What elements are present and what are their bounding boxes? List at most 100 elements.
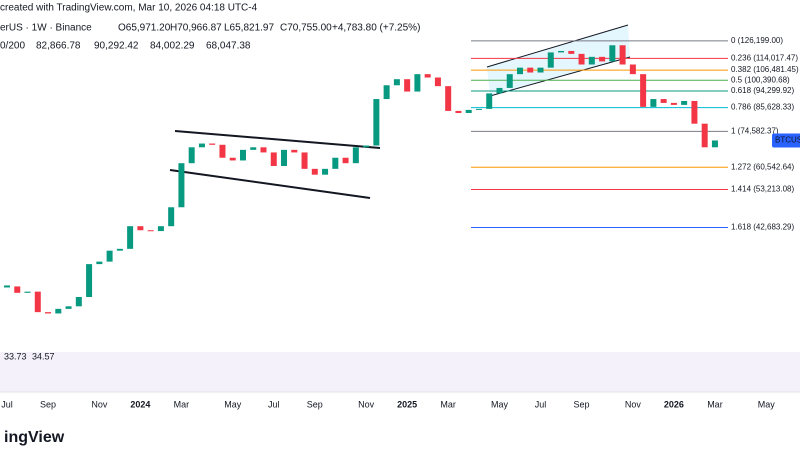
x-tick-label: 2025	[397, 399, 417, 409]
candle	[568, 50, 575, 54]
candle	[506, 74, 513, 88]
x-tick-label: May	[491, 399, 509, 409]
watermark: ingView	[4, 429, 65, 446]
candle	[55, 308, 62, 314]
candle	[301, 152, 308, 169]
candle	[14, 286, 21, 293]
price-tag: BTCUSD	[775, 136, 800, 145]
candle	[65, 306, 72, 309]
ohlc-value: O65,971.20	[118, 23, 171, 34]
candle	[681, 100, 688, 105]
channel-line	[489, 56, 631, 97]
candle	[691, 100, 698, 124]
change: +4,783.80 (+7.25%)	[332, 23, 420, 34]
candle	[496, 87, 503, 94]
candle	[229, 157, 236, 161]
candle	[260, 147, 267, 153]
candle	[281, 149, 288, 166]
symbol: erUS · 1W · Binance	[0, 23, 92, 34]
x-tick-label: Jul	[1, 399, 13, 409]
x-tick-label: Nov	[358, 399, 375, 409]
x-tick-label: 2026	[664, 399, 684, 409]
ohlc-value: C70,755.00	[280, 23, 332, 34]
level-label: 1 (74,582.37)	[731, 127, 779, 136]
x-tick-label: Nov	[625, 399, 642, 409]
level-label: 1.272 (60,542.64)	[731, 162, 794, 171]
level-label: 1.414 (53,213.08)	[731, 185, 794, 194]
candle	[127, 226, 134, 249]
candle	[393, 79, 400, 86]
candle	[701, 123, 708, 148]
candle	[311, 168, 318, 175]
rsi-panel	[0, 352, 800, 392]
candle	[116, 248, 123, 251]
candle	[219, 144, 226, 158]
candle	[475, 108, 482, 110]
candle	[24, 291, 31, 293]
x-tick-label: May	[224, 399, 242, 409]
level-label: 0.618 (94,299.92)	[731, 86, 794, 95]
ohlc-value: H70,966.87	[170, 23, 222, 34]
candle	[86, 264, 93, 297]
x-tick-label: Sep	[307, 399, 323, 409]
candle	[96, 261, 103, 265]
trend-line	[174, 130, 381, 149]
candle	[650, 99, 657, 107]
candle	[578, 53, 585, 65]
x-tick-label: Mar	[440, 399, 456, 409]
x-tick-label: Mar	[707, 399, 723, 409]
rsi-label: 33.73	[4, 351, 27, 361]
x-tick-label: May	[758, 399, 776, 409]
candle	[209, 143, 216, 145]
candle	[147, 230, 154, 232]
candle	[414, 74, 421, 92]
candle	[517, 67, 523, 75]
candle	[250, 147, 257, 150]
x-tick-label: 2024	[130, 399, 150, 409]
x-tick-label: Mar	[174, 399, 190, 409]
candle	[45, 312, 52, 314]
candle	[547, 52, 554, 68]
channel	[487, 25, 630, 96]
x-tick-label: Sep	[574, 399, 590, 409]
candle	[670, 102, 677, 105]
candle	[588, 56, 595, 65]
candle	[619, 45, 626, 65]
candle	[178, 163, 185, 208]
candle	[198, 143, 205, 148]
candle	[404, 79, 411, 92]
trend-line	[169, 169, 371, 199]
candle	[168, 207, 175, 227]
candle	[640, 74, 647, 107]
candle	[455, 110, 462, 113]
candle	[322, 168, 329, 175]
candle	[424, 74, 431, 78]
candle	[291, 149, 298, 153]
level-label: 0.786 (85,628.33)	[731, 103, 794, 112]
candle	[383, 85, 390, 100]
ma-value: 82,866.78	[36, 41, 81, 52]
channel-line	[486, 24, 629, 68]
level-label: 0.5 (100,390.68)	[731, 75, 790, 84]
level-label: 0.236 (114,017.47)	[731, 53, 798, 62]
header-title: created with TradingView.com, Mar 10, 20…	[0, 3, 258, 14]
candle	[239, 149, 246, 161]
candle	[445, 86, 452, 111]
candle	[75, 296, 82, 307]
candle	[332, 157, 339, 169]
candle	[486, 93, 493, 109]
candle	[373, 99, 380, 146]
rsi-label: 34.57	[32, 351, 55, 361]
candle	[157, 226, 164, 232]
ma-value: 90,292.42	[94, 41, 139, 52]
candle	[599, 56, 606, 62]
candle	[342, 157, 349, 164]
x-tick-label: Jul	[535, 399, 547, 409]
ma-value: 68,047.38	[206, 41, 251, 52]
candle	[609, 45, 616, 62]
x-tick-label: Nov	[91, 399, 108, 409]
candle	[558, 50, 565, 53]
candle	[188, 147, 195, 164]
candle	[4, 285, 10, 288]
